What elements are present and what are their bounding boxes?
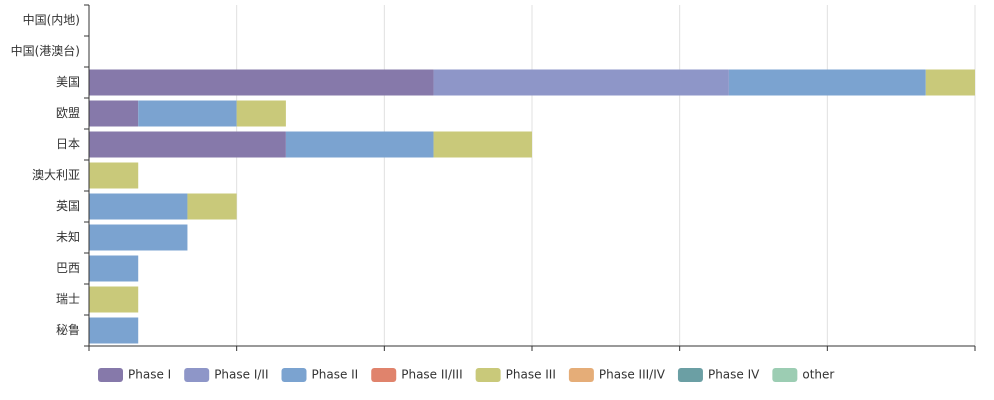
- legend-label: other: [802, 368, 834, 382]
- legend-item[interactable]: Phase IV: [677, 368, 760, 383]
- y-tick-label: 巴西: [56, 261, 80, 275]
- legend-item[interactable]: Phase III: [475, 368, 556, 383]
- bar-segment[interactable]: [925, 69, 975, 96]
- legend-label: Phase IV: [708, 368, 760, 382]
- grid-lines: [236, 5, 976, 346]
- legend-swatch: [371, 368, 397, 382]
- legend-label: Phase II/III: [401, 368, 462, 382]
- bar-segment[interactable]: [89, 255, 139, 282]
- bar-segment[interactable]: [89, 193, 188, 220]
- y-tick-label: 澳大利亚: [32, 168, 80, 182]
- bar-segment[interactable]: [433, 131, 532, 158]
- legend-item[interactable]: Phase I/II: [184, 368, 269, 383]
- bar-segment[interactable]: [89, 224, 188, 251]
- bar-segment[interactable]: [187, 193, 237, 220]
- legend-item[interactable]: Phase II: [281, 368, 359, 383]
- y-tick-label: 秘鲁: [56, 323, 80, 337]
- bar-segment[interactable]: [236, 100, 286, 127]
- legend-label: Phase III: [506, 368, 556, 382]
- axes: [84, 4, 976, 351]
- legend[interactable]: Phase I Phase I/II Phase II Phase II/III Pha…: [98, 368, 834, 383]
- y-tick-label: 英国: [56, 199, 80, 213]
- legend-swatch: [568, 368, 594, 382]
- y-tick-label: 日本: [56, 137, 80, 151]
- y-tick-label: 中国(内地): [23, 12, 80, 27]
- y-tick-label: 美国: [56, 75, 80, 89]
- bars: [89, 69, 975, 344]
- legend-swatch: [677, 368, 703, 382]
- legend-label: Phase II: [312, 368, 359, 382]
- legend-label: Phase III/IV: [599, 368, 666, 382]
- bar-segment[interactable]: [89, 162, 139, 189]
- bar-segment[interactable]: [728, 69, 926, 96]
- legend-label: Phase I: [128, 368, 171, 382]
- y-tick-label: 瑞士: [56, 292, 80, 306]
- bar-segment[interactable]: [89, 286, 139, 313]
- bar-segment[interactable]: [89, 69, 434, 96]
- legend-label: Phase I/II: [214, 368, 268, 382]
- legend-item[interactable]: Phase I: [98, 368, 171, 383]
- legend-swatch: [475, 368, 501, 382]
- bar-segment[interactable]: [285, 131, 434, 158]
- legend-item[interactable]: other: [772, 368, 834, 383]
- y-tick-label: 未知: [56, 230, 80, 244]
- bar-segment[interactable]: [89, 100, 139, 127]
- bar-segment[interactable]: [433, 69, 729, 96]
- legend-swatch: [98, 368, 123, 382]
- y-tick-label: 中国(港澳台): [11, 43, 80, 58]
- bar-segment[interactable]: [138, 100, 237, 127]
- bar-segment[interactable]: [89, 131, 286, 158]
- legend-swatch: [184, 368, 210, 382]
- legend-swatch: [772, 368, 798, 382]
- legend-item[interactable]: Phase II/III: [371, 368, 463, 383]
- y-tick-label: 欧盟: [56, 106, 80, 120]
- legend-swatch: [281, 368, 307, 382]
- legend-item[interactable]: Phase III/IV: [568, 368, 666, 383]
- bar-segment[interactable]: [89, 317, 139, 344]
